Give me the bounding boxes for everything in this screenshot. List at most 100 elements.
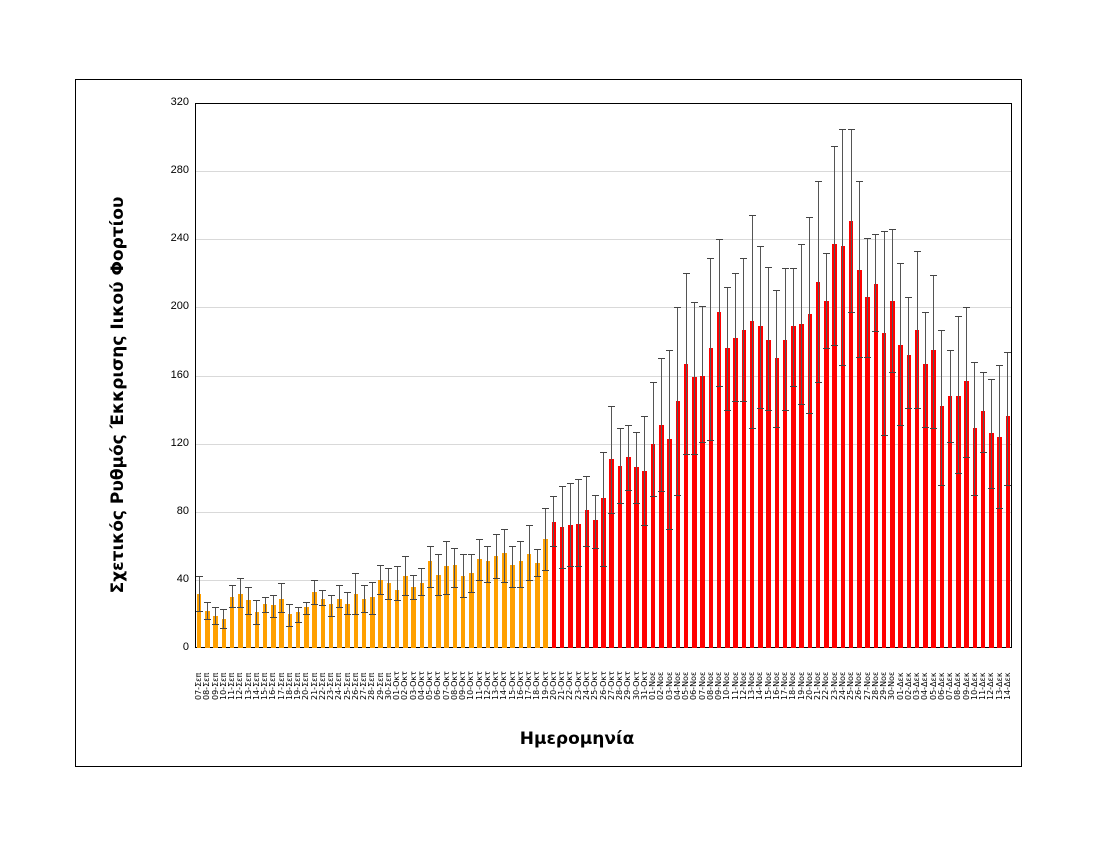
error-bar [231,584,233,608]
bar [692,377,697,648]
gridline [196,375,1011,377]
x-tick-label: 14-Νοε [755,671,765,700]
error-bar-cap [699,305,707,307]
error-bar-cap [756,407,764,409]
x-tick-label: 02-Νοε [656,671,666,700]
bar [262,603,268,648]
error-bar-cap [649,496,657,498]
error-bar-cap [732,401,740,403]
bar [394,590,400,648]
error-bar-cap [344,613,352,615]
error-bar [924,312,926,427]
bar [716,312,722,648]
x-tick-label: 12-Δεκ [986,672,996,700]
error-bar-cap [740,257,748,259]
error-bar-cap [872,234,880,236]
error-bar-cap [352,573,360,575]
error-bar-cap [921,312,929,314]
error-bar-cap [294,622,302,624]
bar [477,559,482,648]
y-axis-title: Σχετικός Ρυθμός Έκκρισης Ιικού Φορτίου [108,196,128,594]
error-bar-cap [327,615,335,617]
error-bar-cap [278,583,286,585]
bar [774,358,780,648]
bar [931,349,936,648]
error-bar-cap [690,302,698,304]
error-bar [239,578,241,608]
error-bar-cap [633,503,640,505]
error-bar [330,595,332,616]
error-bar-cap [839,365,847,367]
bar [1005,416,1011,648]
error-bar-cap [913,251,921,253]
bar [485,561,491,648]
error-bar-cap [319,590,327,592]
bar [964,380,969,648]
error-bar [949,349,951,442]
bar [997,436,1002,648]
error-bar-cap [946,349,954,351]
error-bar [743,257,745,402]
bar [658,424,664,648]
bar [601,498,606,648]
error-bar-cap [765,266,773,268]
error-bar-cap [971,494,979,496]
error-bar [809,217,811,413]
bar [592,520,598,648]
y-tick-label: 40 [176,572,189,585]
x-tick-label: 18-Νοε [788,671,798,700]
error-bar-cap [748,428,756,430]
error-bar-cap [269,595,277,597]
error-bar-cap [633,431,640,433]
error-bar [347,591,349,614]
bar [609,458,614,648]
error-bar-cap [566,566,574,568]
bar [221,619,227,648]
error-bar-cap [377,593,385,595]
error-bar-cap [228,607,236,609]
error-bar [677,307,679,495]
error-bar [198,576,200,611]
error-bar [858,181,860,357]
error-bar-cap [509,545,517,547]
error-bar-cap [558,567,566,569]
error-bar-cap [467,591,475,593]
error-bar-cap [723,286,731,288]
error-bar [314,579,316,604]
bar [725,348,730,648]
error-bar [792,268,794,386]
error-bar [891,229,893,373]
error-bar [470,554,472,592]
bar [295,612,301,648]
error-bar-cap [864,356,872,358]
error-bar-cap [723,409,731,411]
error-bar-cap [624,424,632,426]
error-bar [908,297,910,408]
error-bar-cap [261,596,269,598]
error-bar [660,358,662,492]
error-bar [867,237,869,357]
bar [865,297,870,648]
error-bar [264,596,266,613]
error-bar-cap [319,605,327,607]
bar [683,363,689,648]
bar [857,269,862,648]
bar [452,564,458,648]
error-bar-cap [212,607,220,609]
error-bar-cap [575,566,583,568]
error-bar-cap [492,578,500,580]
error-bar [487,545,489,582]
error-bar-cap [773,426,781,428]
bar [989,433,994,648]
x-tick-label: 29-Οκτ [623,671,633,700]
gridline [196,239,1011,241]
error-bar [710,257,712,441]
error-bar-cap [608,406,616,408]
error-bar-cap [385,567,393,569]
error-bar-cap [542,569,550,571]
bar [535,562,540,648]
error-bar-cap [740,401,748,403]
error-bar [685,273,687,454]
error-bar [974,361,976,495]
error-bar-cap [434,554,442,556]
